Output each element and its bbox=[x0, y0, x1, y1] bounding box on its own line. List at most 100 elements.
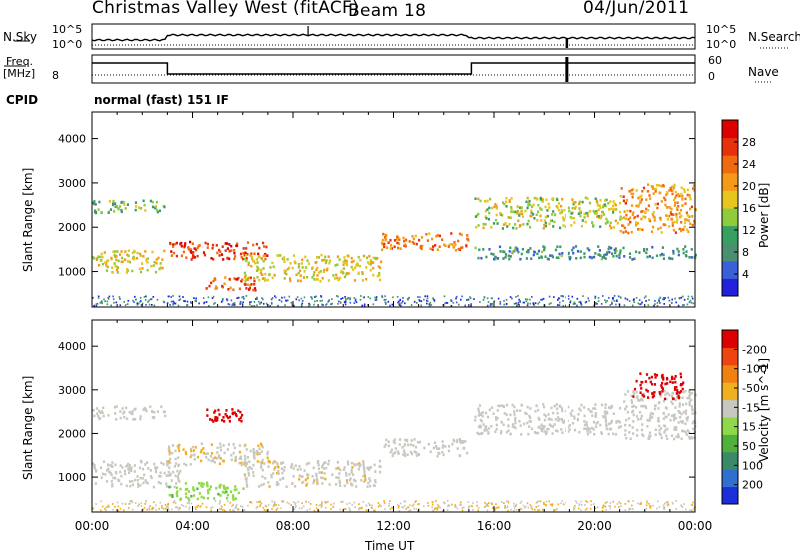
xtick-label: 00:00 bbox=[75, 519, 110, 533]
velocity-colorbar-tick-label: 100 bbox=[742, 459, 763, 472]
noise-panel-frame bbox=[91, 23, 696, 50]
xlabel: Time UT bbox=[365, 539, 415, 553]
freq-unit: [MHz] bbox=[3, 67, 36, 80]
power-ytick-label: 4000 bbox=[58, 133, 86, 146]
power-colorbar-segment bbox=[722, 278, 738, 297]
velocity-echo-band bbox=[474, 403, 622, 436]
velocity-colorbar-segment bbox=[722, 330, 738, 348]
power-ytick-label: 2000 bbox=[58, 221, 86, 234]
nsky-trace bbox=[91, 33, 696, 42]
velocity-colorbar-label: Velocity [m s^-1] bbox=[757, 357, 771, 462]
velocity-echoes bbox=[92, 372, 697, 512]
date-label: 04/Jun/2011 bbox=[583, 0, 690, 18]
power-colorbar-segment bbox=[722, 172, 738, 191]
power-colorbar-segment bbox=[722, 208, 738, 227]
velocity-colorbar-segment bbox=[722, 382, 738, 401]
xtick-label: 00:00 bbox=[678, 519, 713, 533]
power-colorbar-tick-label: 20 bbox=[742, 180, 756, 193]
power-echo-band bbox=[474, 245, 697, 261]
velocity-ytick-label: 1000 bbox=[58, 471, 86, 484]
power-colorbar-segment bbox=[722, 155, 738, 174]
velocity-colorbar-segment bbox=[722, 434, 738, 453]
power-colorbar-segment bbox=[722, 190, 738, 209]
velocity-colorbar-tick-label: -50 bbox=[742, 382, 760, 395]
power-echo-band bbox=[92, 249, 166, 274]
velocity-echo-band bbox=[206, 408, 244, 423]
nave-tick-top: 60 bbox=[708, 54, 722, 67]
cpid-label: CPID bbox=[6, 93, 39, 107]
velocity-echo-band bbox=[168, 481, 245, 502]
power-echo-band bbox=[380, 232, 470, 252]
velocity-colorbar-segment bbox=[722, 399, 738, 418]
power-ylabel: Slant Range [km] bbox=[21, 167, 35, 272]
nave-label: Nave bbox=[748, 65, 779, 79]
velocity-colorbar-segment bbox=[722, 451, 738, 470]
velocity-colorbar-tick-label: -15 bbox=[742, 401, 760, 414]
power-echoes bbox=[92, 183, 697, 307]
power-colorbar-tick-label: 8 bbox=[742, 246, 749, 259]
power-ytick-label: 3000 bbox=[58, 177, 86, 190]
freq-label: Freq. bbox=[6, 55, 34, 68]
velocity-echo-band bbox=[383, 438, 469, 458]
power-echo-band bbox=[205, 276, 257, 292]
power-echo-band bbox=[619, 183, 697, 235]
noise-tick-right-top: 10^5 bbox=[706, 23, 737, 36]
nsky-label: N.Sky bbox=[3, 30, 38, 44]
nsearch-label: N.Search bbox=[748, 30, 800, 44]
velocity-colorbar-segment bbox=[722, 347, 738, 366]
velocity-colorbar-segment bbox=[722, 364, 738, 383]
velocity-colorbar-tick-label: -100 bbox=[742, 363, 767, 376]
power-colorbar-tick-label: 16 bbox=[742, 202, 756, 215]
velocity-ylabel: Slant Range [km] bbox=[21, 375, 35, 480]
velocity-near-range-band bbox=[92, 500, 696, 512]
velocity-colorbar-segment bbox=[722, 469, 738, 488]
velocity-ytick-label: 2000 bbox=[58, 427, 86, 440]
velocity-echo-band bbox=[92, 459, 182, 489]
velocity-echo-band bbox=[167, 442, 270, 467]
power-ytick-label: 1000 bbox=[58, 266, 86, 279]
freq-tick: 8 bbox=[52, 69, 59, 82]
freq-panel-frame bbox=[91, 54, 696, 84]
velocity-ytick-label: 3000 bbox=[58, 384, 86, 397]
power-colorbar-segment bbox=[722, 260, 738, 279]
power-echo-band bbox=[474, 196, 622, 230]
power-panel-frame bbox=[91, 111, 696, 308]
velocity-echo-band bbox=[243, 459, 382, 489]
xtick-label: 08:00 bbox=[276, 519, 311, 533]
velocity-colorbar-tick-label: -200 bbox=[742, 343, 767, 356]
xtick-label: 12:00 bbox=[376, 519, 411, 533]
xtick-label: 20:00 bbox=[577, 519, 612, 533]
chart-title: Christmas Valley West (fitACF) bbox=[92, 0, 360, 18]
xtick-label: 04:00 bbox=[175, 519, 210, 533]
velocity-colorbar-tick-label: 50 bbox=[742, 440, 756, 453]
velocity-colorbar-tick-label: 15 bbox=[742, 421, 756, 434]
velocity-echo-band bbox=[632, 372, 685, 401]
power-colorbar-segment bbox=[722, 225, 738, 244]
power-colorbar-tick-label: 12 bbox=[742, 224, 756, 237]
velocity-ytick-label: 4000 bbox=[58, 340, 86, 353]
velocity-echo-band bbox=[92, 405, 167, 421]
power-colorbar-label: Power [dB] bbox=[757, 182, 771, 248]
beam-label: Beam 18 bbox=[348, 1, 427, 21]
power-near-range-band bbox=[92, 295, 695, 307]
power-colorbar-tick-label: 24 bbox=[742, 158, 756, 171]
power-colorbar-tick-label: 28 bbox=[742, 136, 756, 149]
velocity-echo-band bbox=[619, 389, 697, 441]
power-colorbar-segment bbox=[722, 243, 738, 262]
noise-tick-left-bottom: 10^0 bbox=[52, 38, 83, 51]
power-echo-band bbox=[243, 253, 383, 283]
nave-tick-bottom: 0 bbox=[708, 70, 715, 83]
xtick-label: 16:00 bbox=[477, 519, 512, 533]
velocity-colorbar-segment bbox=[722, 417, 738, 435]
power-colorbar-segment bbox=[722, 120, 738, 139]
velocity-colorbar-segment bbox=[722, 486, 738, 505]
freq-trace bbox=[92, 62, 695, 75]
power-echo-band bbox=[169, 240, 269, 261]
power-echo-band bbox=[92, 199, 166, 215]
power-colorbar-tick-label: 4 bbox=[742, 268, 749, 281]
noise-tick-right-bottom: 10^0 bbox=[706, 38, 737, 51]
power-colorbar-segment bbox=[722, 137, 738, 156]
noise-tick-left-top: 10^5 bbox=[52, 23, 83, 36]
velocity-colorbar-frame bbox=[721, 329, 739, 505]
